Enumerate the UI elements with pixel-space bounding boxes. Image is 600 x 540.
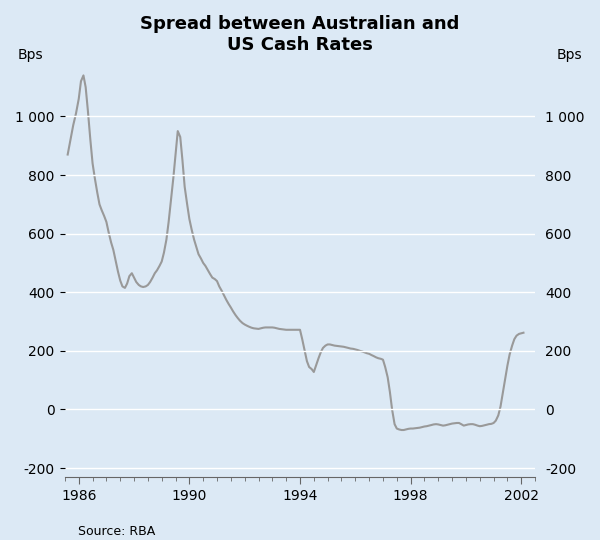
- Title: Spread between Australian and
US Cash Rates: Spread between Australian and US Cash Ra…: [140, 15, 460, 54]
- Text: Bps: Bps: [556, 48, 582, 62]
- Text: Bps: Bps: [18, 48, 44, 62]
- Text: Source: RBA: Source: RBA: [78, 524, 155, 538]
